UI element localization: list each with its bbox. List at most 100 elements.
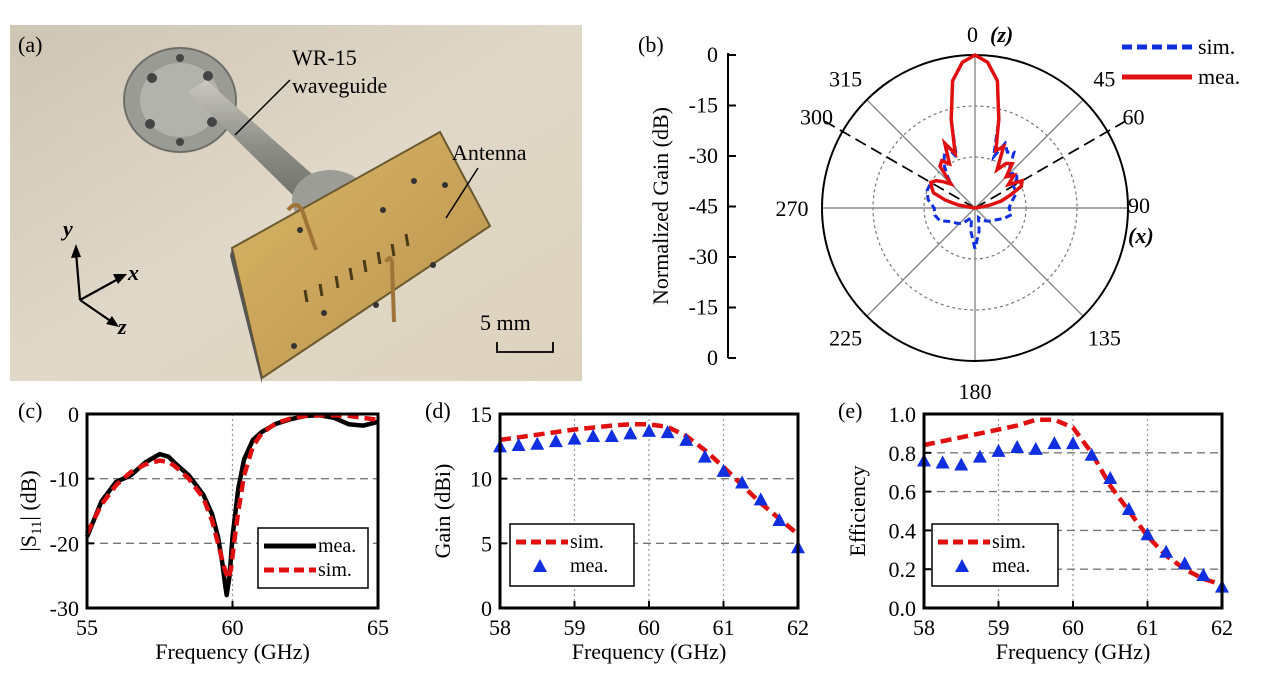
x-tick-label: 58 — [913, 615, 935, 640]
data-point-mea — [1140, 527, 1155, 541]
polar-radial-tick-label: -15 — [689, 295, 718, 320]
data-point-mea — [972, 449, 987, 463]
y-tick-label: 5 — [481, 531, 492, 556]
x-tick-label: 59 — [564, 615, 586, 640]
polar-right-label-num: 90 — [1128, 193, 1150, 218]
x-axis-title: Frequency (GHz) — [155, 639, 310, 664]
polar-radial-tick-label: -15 — [689, 93, 718, 118]
polar-series-sim — [925, 53, 1019, 250]
panel-d: (d) 58 59 60 61 62 0 5 10 15 Frequency (GHz) Gain … — [425, 398, 809, 664]
polar-series-mea — [928, 52, 1025, 210]
data-point-mea — [1159, 544, 1174, 558]
legend-label: sim. — [318, 559, 352, 581]
polar-angle-label: 180 — [959, 379, 992, 404]
data-point-mea — [1121, 502, 1136, 516]
legend-label: sim. — [570, 531, 604, 553]
data-point-mea — [679, 432, 694, 446]
series-line-sim — [923, 417, 1223, 587]
data-point-mea — [660, 425, 675, 439]
polar-radial-tick-label: -30 — [689, 143, 718, 168]
panel-label-d: (d) — [425, 398, 451, 423]
waveguide-label-1: WR-15 — [292, 45, 357, 70]
legend-swatch — [533, 559, 547, 572]
y-tick-label: 10 — [470, 467, 492, 492]
polar-top-label-num: 0 — [967, 22, 978, 47]
waveguide-callout-line — [234, 79, 291, 136]
data-point-mea — [1047, 436, 1062, 450]
x-tick-label: 60 — [222, 615, 244, 640]
legend-box — [931, 523, 1059, 587]
polar-radial-tick-label: 0 — [707, 42, 718, 67]
data-point-mea — [548, 434, 563, 448]
y-tick-label: 0.8 — [889, 441, 917, 466]
polar-angle-labels: 45 60 135 180 225 270 300 315 — [776, 67, 1145, 404]
data-point-mea — [623, 426, 638, 440]
polar-grid-spoke — [974, 99, 1084, 209]
data-point-mea — [1177, 556, 1192, 570]
x-tick-label: 59 — [988, 615, 1010, 640]
data-point-mea — [1084, 447, 1099, 461]
legend-box — [509, 523, 635, 587]
y-tick-label: 0.0 — [889, 596, 917, 621]
panel-label-a: (a) — [18, 32, 42, 57]
data-point-mea — [604, 428, 619, 442]
data-point-mea — [1196, 568, 1211, 582]
panel-a: (a) WR-15 waveguide Antenna 5 mm y x z — [10, 25, 582, 384]
waveguide-label-2: waveguide — [292, 73, 387, 98]
data-point-mea — [1010, 439, 1025, 453]
panel-label-b: (b) — [638, 32, 664, 57]
legend-swatch — [955, 559, 969, 572]
x-tick-label: 55 — [76, 615, 98, 640]
panel-label-c: (c) — [18, 398, 42, 423]
scale-bar — [496, 342, 554, 353]
y-tick-label: 0 — [68, 402, 79, 427]
polar-angle-label: 60 — [1122, 105, 1144, 130]
coordinate-axes — [74, 251, 121, 323]
data-point-mea — [935, 455, 950, 469]
axis-y-label: y — [60, 216, 73, 241]
x-tick-label: 65 — [367, 615, 389, 640]
data-point-mea — [697, 449, 712, 463]
waveguide-tube — [188, 80, 330, 210]
legend-box — [257, 527, 369, 589]
polar-legend-label: mea. — [1198, 64, 1240, 89]
x-tick-label: 60 — [1062, 615, 1084, 640]
y-axis-title: Gain (dBi) — [430, 464, 455, 559]
legend-label: mea. — [318, 535, 356, 557]
x-tick-label: 61 — [1137, 615, 1159, 640]
y-tick-label: 0.2 — [889, 557, 917, 582]
x-tick-label: 62 — [1211, 615, 1233, 640]
polar-grid-spoke — [974, 207, 1084, 317]
y-tick-label: 1.0 — [889, 402, 917, 427]
data-point-mea — [1066, 436, 1080, 450]
antenna-callout-line — [445, 167, 479, 219]
polar-grid-spoke — [866, 99, 976, 209]
series-line-sim — [499, 422, 800, 537]
x-axis-title: Frequency (GHz) — [996, 639, 1151, 664]
axis-z-label: z — [117, 314, 127, 339]
polar-radial-tick-label: -45 — [689, 194, 718, 219]
data-point-mea — [642, 423, 656, 437]
polar-angle-label: 300 — [800, 105, 833, 130]
data-point-mea — [1103, 471, 1118, 485]
series-line-sim — [84, 413, 379, 582]
polar-top-label-axis: (z) — [990, 22, 1013, 47]
polar-marker-line — [824, 120, 976, 209]
data-point-mea — [1028, 441, 1043, 455]
panel-b: (b) Normalized Gain (dB) 0 -15 -30 -45 -30 -1… — [638, 22, 1240, 404]
polar-angle-label: 225 — [829, 325, 862, 350]
data-point-mea — [735, 475, 750, 489]
y-tick-label: 0.6 — [889, 480, 917, 505]
x-tick-label: 58 — [489, 615, 511, 640]
antenna-label: Antenna — [452, 140, 527, 165]
polar-series — [925, 52, 1025, 250]
data-point-mea — [753, 492, 768, 506]
polar-radial-ticks: 0 -15 -30 -45 -30 -15 0 — [689, 42, 736, 370]
polar-y-axis-title: Normalized Gain (dB) — [648, 107, 673, 305]
data-point-mea — [530, 436, 545, 450]
y-tick-label: 0.4 — [889, 518, 917, 543]
polar-angle-label: 45 — [1093, 67, 1115, 92]
polar-legend: sim. mea. — [1122, 34, 1240, 89]
data-point-mea — [772, 513, 787, 527]
y-tick-label: -30 — [50, 596, 79, 621]
